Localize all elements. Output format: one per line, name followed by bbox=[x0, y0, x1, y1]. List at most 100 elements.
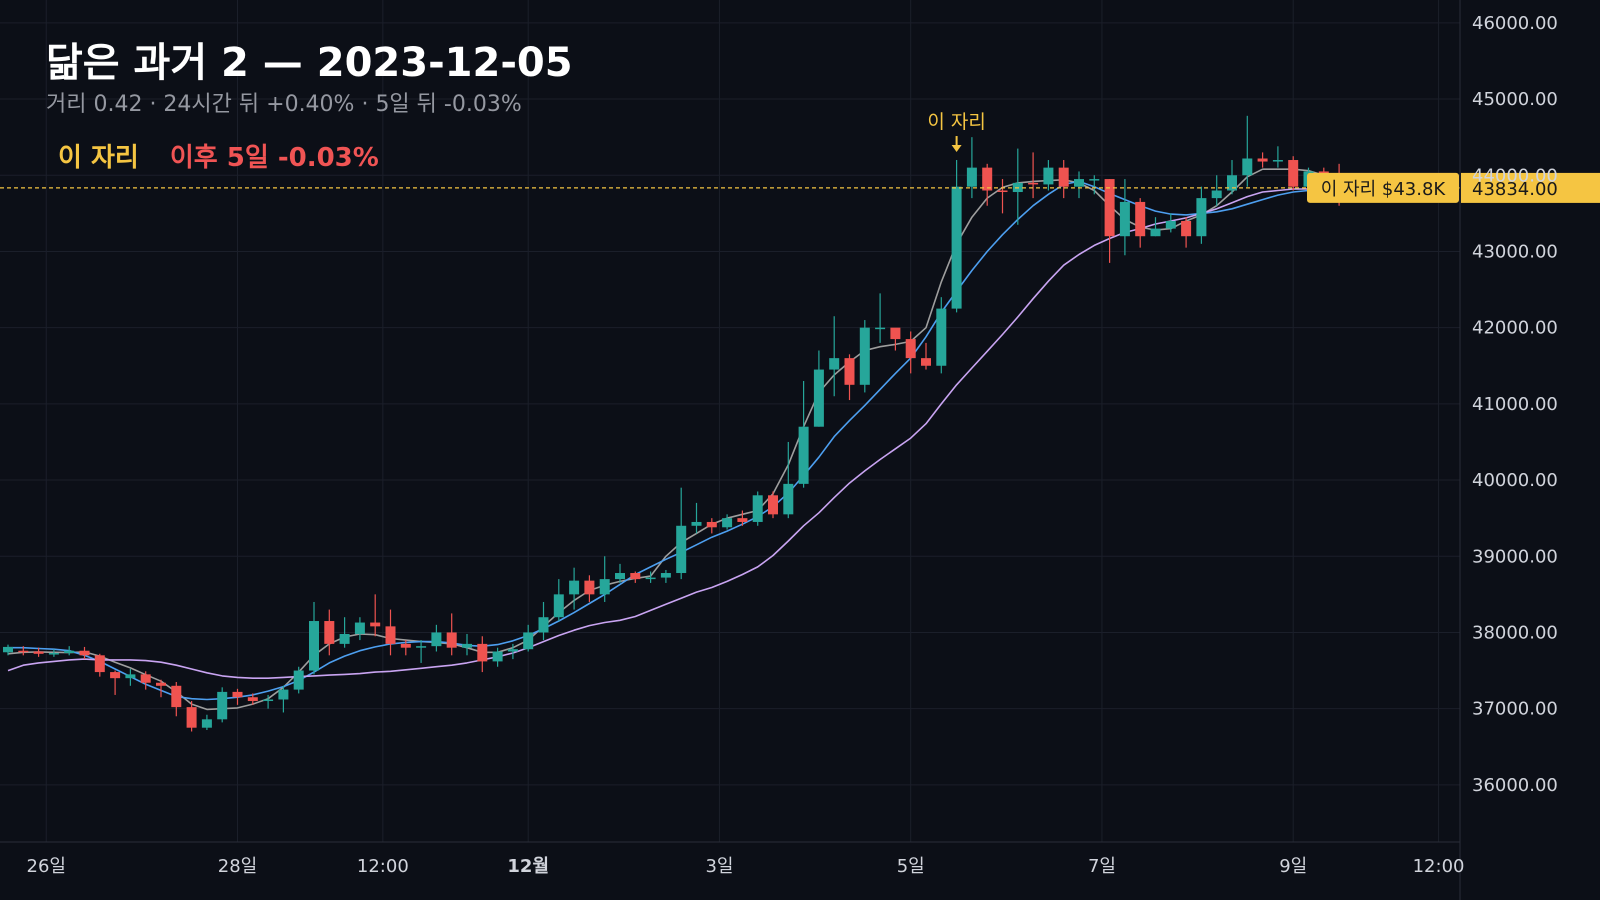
candle bbox=[844, 354, 855, 401]
candle bbox=[64, 646, 75, 656]
candle-body bbox=[232, 691, 243, 698]
candle bbox=[1089, 175, 1100, 195]
candle bbox=[737, 510, 748, 526]
candle bbox=[829, 316, 840, 397]
candle-body bbox=[660, 573, 671, 578]
candle-body bbox=[18, 650, 29, 653]
candle-body bbox=[1242, 158, 1253, 176]
candle bbox=[1211, 175, 1222, 206]
candle-body bbox=[339, 633, 350, 644]
candle bbox=[569, 567, 580, 610]
price-tick-label: 39000.00 bbox=[1472, 546, 1558, 567]
candle-body bbox=[1074, 179, 1084, 187]
candle-body bbox=[462, 643, 472, 648]
candle bbox=[1272, 146, 1283, 168]
candle-body bbox=[706, 521, 717, 528]
grid-lines bbox=[0, 0, 1460, 842]
candle bbox=[3, 644, 13, 656]
spot-legend-result: 이후 5일 -0.03% bbox=[169, 143, 379, 173]
candle bbox=[201, 714, 212, 730]
candle-body bbox=[798, 426, 809, 484]
candle bbox=[706, 518, 717, 534]
candle bbox=[691, 502, 702, 534]
candle bbox=[278, 685, 289, 713]
candle bbox=[263, 694, 274, 709]
candle-body bbox=[875, 327, 886, 330]
candle-body bbox=[186, 707, 197, 728]
candle bbox=[339, 617, 350, 648]
candle bbox=[94, 653, 105, 677]
spot-price-tag: 이 자리 $43.8K bbox=[1321, 179, 1447, 200]
candle bbox=[1165, 213, 1176, 233]
candle-body bbox=[553, 594, 564, 618]
candle-body bbox=[156, 682, 166, 686]
spot-price-tag-bg bbox=[1307, 172, 1459, 203]
candle-body bbox=[201, 719, 212, 728]
candle-body bbox=[859, 327, 870, 385]
candle-body bbox=[783, 483, 794, 515]
candle bbox=[232, 688, 243, 705]
candle bbox=[798, 380, 809, 488]
candle bbox=[446, 613, 457, 656]
candle-body bbox=[3, 646, 13, 653]
candle bbox=[783, 441, 794, 519]
candle bbox=[125, 669, 136, 686]
candle-body bbox=[844, 358, 855, 385]
candle bbox=[1135, 198, 1146, 248]
candle-body bbox=[94, 655, 105, 673]
candle bbox=[630, 571, 641, 583]
candle bbox=[875, 293, 886, 343]
candle bbox=[752, 491, 763, 526]
time-tick-label: 28일 bbox=[218, 856, 257, 877]
candle bbox=[722, 514, 733, 530]
candle bbox=[645, 571, 656, 583]
candle-body bbox=[140, 674, 151, 683]
price-axis[interactable]: 36000.00 37000.00 38000.00 39000.00 40000.00… bbox=[1459, 0, 1558, 900]
candle-body bbox=[171, 685, 182, 708]
candle bbox=[309, 601, 319, 675]
candle bbox=[217, 687, 228, 723]
candle-body bbox=[33, 651, 44, 654]
candle-body bbox=[890, 327, 901, 340]
candle bbox=[599, 556, 610, 602]
price-tick-label: 45000.00 bbox=[1472, 89, 1558, 110]
spot-marker: 이 자리 bbox=[927, 111, 986, 153]
axis-price-tag: 43834.00 bbox=[1472, 179, 1558, 200]
candle-body bbox=[921, 358, 931, 366]
axis-price-tag-bg bbox=[1461, 172, 1600, 203]
candle-body bbox=[1211, 190, 1222, 199]
candle bbox=[1181, 217, 1192, 248]
chart-title: 닮은 과거 2 — 2023-12-05 bbox=[46, 40, 573, 86]
candle bbox=[324, 609, 335, 656]
candle bbox=[982, 163, 993, 206]
candle-body bbox=[1135, 201, 1146, 237]
candle bbox=[507, 643, 518, 660]
time-axis[interactable]: 26일 28일 12:00 12월 3일 5일 7일 9일 12:00 bbox=[0, 841, 1465, 877]
candle-body bbox=[951, 186, 962, 309]
time-tick-label: 12:00 bbox=[357, 856, 409, 877]
time-tick-label: 26일 bbox=[27, 856, 66, 877]
candle-body bbox=[982, 167, 993, 191]
candle bbox=[1028, 152, 1039, 199]
candle bbox=[676, 487, 687, 580]
candle bbox=[293, 666, 304, 694]
candle-body bbox=[645, 577, 656, 580]
candle bbox=[385, 609, 396, 656]
candle-body bbox=[813, 369, 824, 427]
candle-body bbox=[400, 643, 411, 648]
candle-body bbox=[263, 699, 274, 702]
candle-body bbox=[217, 691, 228, 720]
candle bbox=[1288, 156, 1299, 191]
candle bbox=[584, 575, 595, 602]
candle-body bbox=[737, 518, 748, 522]
candle-body bbox=[1043, 167, 1054, 185]
candle-body bbox=[630, 573, 641, 580]
candle-body bbox=[569, 580, 580, 595]
time-tick-label: 12:00 bbox=[1413, 856, 1465, 877]
ma-line-1 bbox=[7, 168, 1325, 711]
candle-body bbox=[110, 672, 121, 679]
candle bbox=[171, 681, 182, 717]
price-tick-label: 44000.00 bbox=[1472, 165, 1558, 186]
candle-body bbox=[79, 650, 90, 656]
